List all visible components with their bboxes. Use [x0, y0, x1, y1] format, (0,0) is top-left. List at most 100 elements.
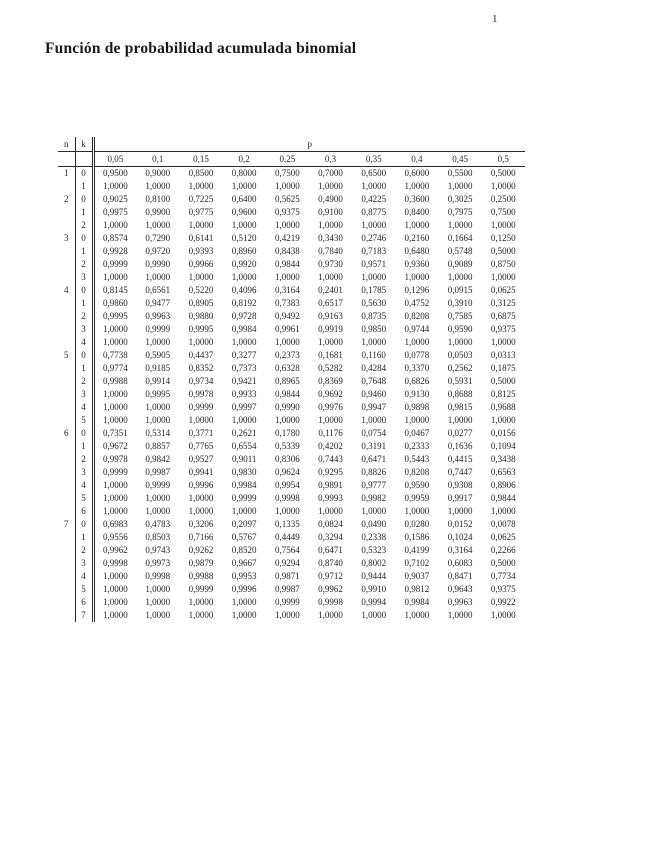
p-value-header: 0,15 — [179, 151, 223, 167]
value-cell: 1,0000 — [145, 597, 171, 607]
value-cell: 0,5339 — [274, 441, 300, 451]
value-cell: 1,0000 — [447, 610, 473, 620]
value-cell: 0,3910 — [447, 298, 473, 308]
value-cell: 0,9973 — [145, 558, 171, 568]
value-cell: 0,8471 — [447, 571, 473, 581]
value-cell: 0,6554 — [231, 441, 257, 451]
value-cell: 0,8905 — [188, 298, 214, 308]
value-cell: 0,9667 — [231, 558, 257, 568]
p-value-header: 0,35 — [352, 151, 396, 167]
value-cell: 1,0000 — [188, 610, 214, 620]
n-cell — [58, 531, 76, 544]
value-cell: 0,8400 — [404, 207, 430, 217]
value-cell: 0,9360 — [404, 259, 430, 269]
n-cell — [58, 219, 76, 232]
k-cell: 2 — [75, 544, 95, 557]
table-row: 6 1,0000 1,0000 1,0000 1,0000 0,9999 0,9998 0,9… — [58, 596, 525, 609]
value-cell: 0,9914 — [145, 376, 171, 386]
value-cell: 0,9975 — [102, 207, 128, 217]
value-cell: 1,0000 — [102, 324, 128, 334]
value-cell: 0,9962 — [102, 545, 128, 555]
value-cell: 0,9871 — [274, 571, 300, 581]
value-cell: 0,6517 — [318, 298, 343, 308]
value-cell: 1,0000 — [102, 493, 128, 503]
k-cell: 3 — [75, 388, 95, 401]
n-column-header: n — [58, 137, 76, 152]
value-cell: 0,6875 — [490, 311, 516, 321]
p-value-header: 0,4 — [395, 151, 439, 167]
value-cell: 0,8574 — [102, 233, 128, 243]
value-cell: 1,0000 — [188, 272, 214, 282]
value-cell: 0,3600 — [404, 194, 430, 204]
table-row: 2 0,9995 0,9963 0,9880 0,9728 0,9492 0,9163 0,8… — [58, 310, 525, 323]
p-value-header: 0,3 — [308, 151, 353, 167]
p-value-header: 0,1 — [136, 151, 180, 167]
value-cell: 1,0000 — [318, 220, 343, 230]
n-cell: 6 — [58, 427, 76, 440]
value-cell: 0,9963 — [447, 597, 473, 607]
value-cell: 0,7383 — [274, 298, 300, 308]
value-cell: 0,9898 — [404, 402, 430, 412]
value-cell: 0,9879 — [188, 558, 214, 568]
value-cell: 0,9777 — [361, 480, 387, 490]
table-row: 1 1,0000 1,0000 1,0000 1,0000 1,0000 1,0000 1,0… — [58, 180, 525, 193]
value-cell: 0,9812 — [404, 584, 430, 594]
table-row: 6 1,0000 1,0000 1,0000 1,0000 1,0000 1,0000 1,0… — [58, 505, 525, 518]
value-cell: 0,8125 — [490, 389, 516, 399]
n-cell — [58, 297, 76, 310]
value-cell: 0,9966 — [188, 259, 214, 269]
k-cell: 5 — [75, 414, 95, 427]
value-cell: 0,3277 — [231, 350, 257, 360]
value-cell: 1,0000 — [231, 337, 257, 347]
value-cell: 0,4284 — [361, 363, 387, 373]
table-row: 2 0 0,9025 0,8100 0,7225 0,6400 0,5625 0,4900 0,… — [58, 193, 525, 206]
value-cell: 0,5282 — [318, 363, 343, 373]
value-cell: 0,9994 — [361, 597, 387, 607]
n-cell: 7 — [58, 518, 76, 531]
k-column-header: k — [75, 137, 95, 152]
value-cell: 0,7500 — [274, 168, 300, 178]
value-cell: 0,8688 — [447, 389, 473, 399]
value-cell: 0,9860 — [102, 298, 128, 308]
value-cell: 0,3438 — [490, 454, 516, 464]
value-cell: 0,5000 — [490, 246, 516, 256]
value-cell: 0,4449 — [274, 532, 300, 542]
k-cell: 2 — [75, 310, 95, 323]
value-cell: 1,0000 — [145, 415, 171, 425]
value-cell: 0,9891 — [318, 480, 343, 490]
value-cell: 0,9643 — [447, 584, 473, 594]
value-cell: 0,4900 — [318, 194, 343, 204]
value-cell: 0,6561 — [145, 285, 171, 295]
value-cell: 0,5625 — [274, 194, 300, 204]
n-cell — [58, 258, 76, 271]
value-cell: 0,9571 — [361, 259, 387, 269]
n-cell — [58, 440, 76, 453]
k-cell: 1 — [75, 180, 95, 193]
value-cell: 0,9556 — [102, 532, 128, 542]
value-cell: 1,0000 — [404, 610, 430, 620]
value-cell: 0,9996 — [188, 480, 214, 490]
value-cell: 0,3125 — [490, 298, 516, 308]
value-cell: 0,9998 — [274, 493, 300, 503]
table-header-row-pvalues: 0,05 0,1 0,15 0,2 0,25 0,3 0,35 0,4 0,45 0,5 — [58, 151, 525, 167]
value-cell: 0,9941 — [188, 467, 214, 477]
value-cell: 1,0000 — [145, 402, 171, 412]
value-cell: 0,3191 — [361, 441, 387, 451]
value-cell: 0,9844 — [274, 259, 300, 269]
n-cell — [58, 505, 76, 518]
n-cell — [58, 310, 76, 323]
k-cell: 0 — [75, 193, 95, 206]
value-cell: 1,0000 — [145, 272, 171, 282]
value-cell: 0,0915 — [447, 285, 473, 295]
value-cell: 1,0000 — [231, 272, 257, 282]
value-cell: 0,9998 — [102, 558, 128, 568]
value-cell: 0,9375 — [490, 324, 516, 334]
value-cell: 0,0280 — [404, 519, 430, 529]
value-cell: 0,0824 — [318, 519, 343, 529]
value-cell: 0,1160 — [361, 350, 386, 360]
value-cell: 1,0000 — [145, 610, 171, 620]
value-cell: 1,0000 — [404, 337, 430, 347]
value-cell: 0,8208 — [404, 311, 430, 321]
k-cell: 4 — [75, 336, 95, 349]
value-cell: 0,3164 — [274, 285, 300, 295]
